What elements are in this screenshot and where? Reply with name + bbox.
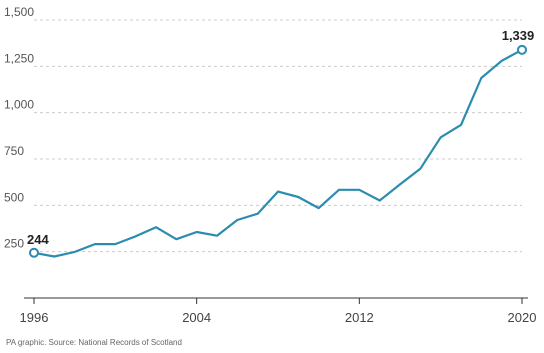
x-tick-label-2012: 2012 bbox=[345, 310, 374, 325]
data-label-1996: 244 bbox=[27, 232, 49, 247]
grid-lines bbox=[34, 19, 522, 253]
x-tick-label-2020: 2020 bbox=[508, 310, 537, 325]
series-line-0 bbox=[32, 48, 524, 258]
series-group bbox=[32, 48, 524, 258]
y-axis-ticks: 250 500 750 1,000 1,250 1,500 bbox=[4, 5, 34, 251]
y-tick-label-500: 500 bbox=[4, 190, 24, 204]
y-tick-label-750: 750 bbox=[4, 144, 24, 158]
annotation-marker-1996 bbox=[29, 247, 39, 258]
annotations: 244 1,339 bbox=[27, 28, 535, 258]
y-tick-label-1500: 1,500 bbox=[4, 5, 34, 19]
data-label-2020: 1,339 bbox=[502, 28, 535, 43]
y-tick-label-1000: 1,000 bbox=[4, 98, 34, 112]
y-tick-label-250: 250 bbox=[4, 237, 24, 251]
x-tick-label-2004: 2004 bbox=[182, 310, 211, 325]
y-tick-label-1250: 1,250 bbox=[4, 51, 34, 65]
annotation-marker-2020 bbox=[517, 44, 527, 55]
x-axis-ticks: 1996 2004 2012 2020 bbox=[20, 298, 537, 325]
x-tick-label-1996: 1996 bbox=[20, 310, 49, 325]
source-note: PA graphic. Source: National Records of … bbox=[6, 338, 182, 347]
